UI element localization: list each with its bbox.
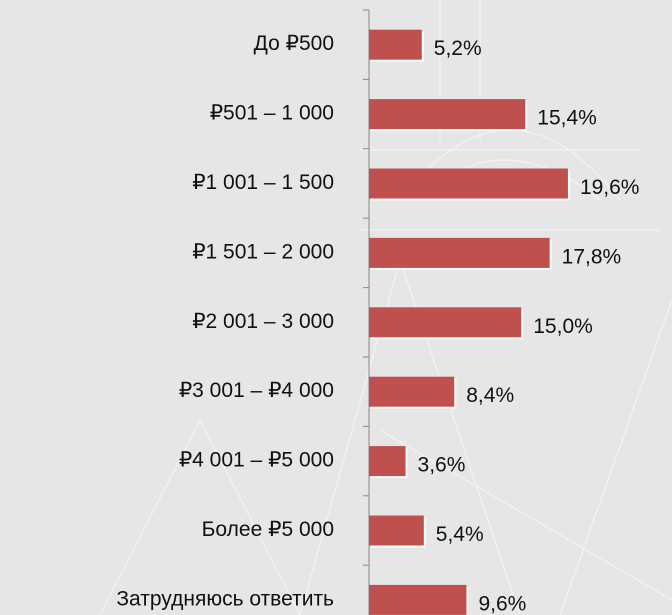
value-label: 9,6% [478, 592, 526, 615]
bar [369, 99, 525, 129]
category-label: ₽1 001 – 1 500 [192, 171, 334, 194]
value-label: 8,4% [466, 384, 514, 407]
category-label: ₽1 501 – 2 000 [192, 240, 334, 263]
category-label: До ₽500 [254, 32, 334, 55]
value-label: 5,4% [436, 523, 484, 546]
value-label: 15,0% [533, 315, 593, 338]
category-label: Затрудняюсь ответить [116, 587, 334, 610]
bar [369, 585, 466, 615]
category-label: Более ₽5 000 [202, 518, 334, 541]
category-label: ₽2 001 – 3 000 [192, 310, 334, 333]
bar [369, 377, 454, 407]
value-label: 3,6% [418, 454, 466, 477]
category-label: ₽3 001 – ₽4 000 [179, 379, 334, 402]
bar [369, 446, 406, 476]
bar [369, 169, 568, 199]
bar [369, 516, 424, 546]
category-label: ₽501 – 1 000 [210, 102, 334, 125]
bar [369, 238, 550, 268]
bar [369, 30, 422, 60]
bar [369, 307, 521, 337]
value-label: 17,8% [562, 245, 622, 268]
category-label: ₽4 001 – ₽5 000 [179, 449, 334, 472]
value-label: 5,2% [434, 37, 482, 60]
chart: До ₽500 5,2% ₽501 – 1 000 15,4% ₽1 001 – 1 5… [0, 0, 672, 615]
value-label: 15,4% [537, 107, 597, 130]
value-label: 19,6% [580, 176, 640, 199]
